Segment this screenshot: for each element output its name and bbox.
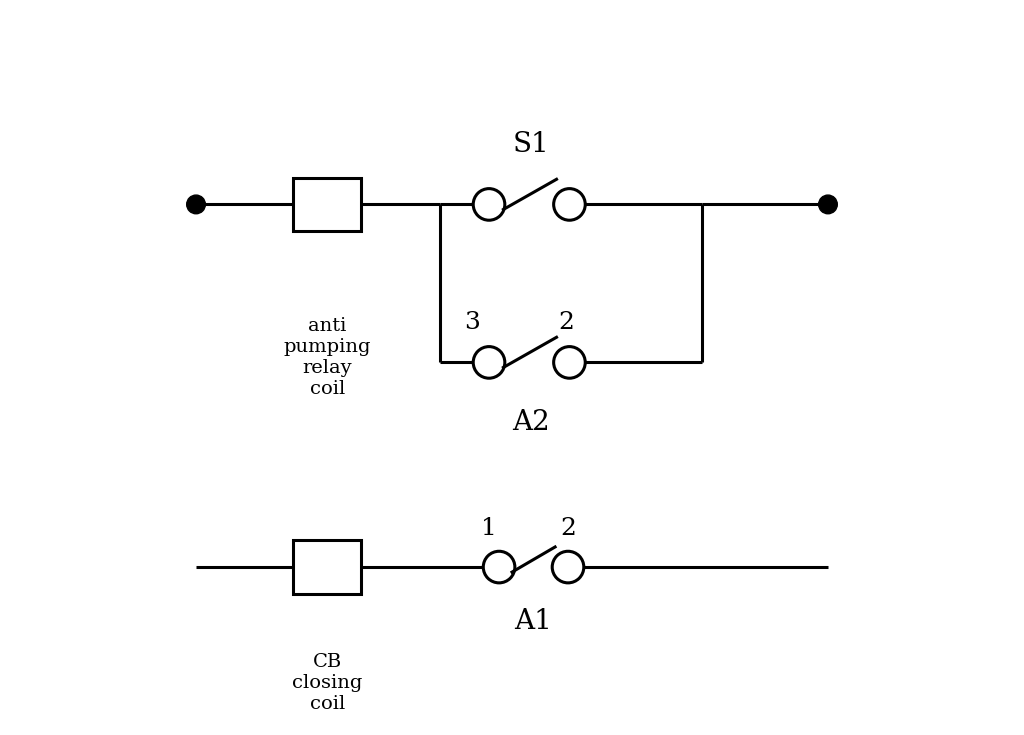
Text: anti
pumping
relay
coil: anti pumping relay coil xyxy=(284,318,371,398)
Text: A1: A1 xyxy=(515,608,553,635)
Text: S1: S1 xyxy=(512,131,549,158)
Text: CB
closing
coil: CB closing coil xyxy=(292,653,362,713)
Circle shape xyxy=(554,347,586,379)
Circle shape xyxy=(473,347,505,379)
Circle shape xyxy=(473,189,505,220)
Circle shape xyxy=(554,189,586,220)
Text: 2: 2 xyxy=(560,517,575,539)
Text: A2: A2 xyxy=(512,409,550,436)
Circle shape xyxy=(483,551,515,583)
Circle shape xyxy=(818,195,838,214)
Bar xyxy=(293,540,361,594)
Text: 1: 1 xyxy=(481,517,497,539)
Bar xyxy=(293,178,361,231)
Text: 2: 2 xyxy=(558,311,573,334)
Circle shape xyxy=(186,195,206,214)
Text: 3: 3 xyxy=(465,311,480,334)
Circle shape xyxy=(552,551,584,583)
